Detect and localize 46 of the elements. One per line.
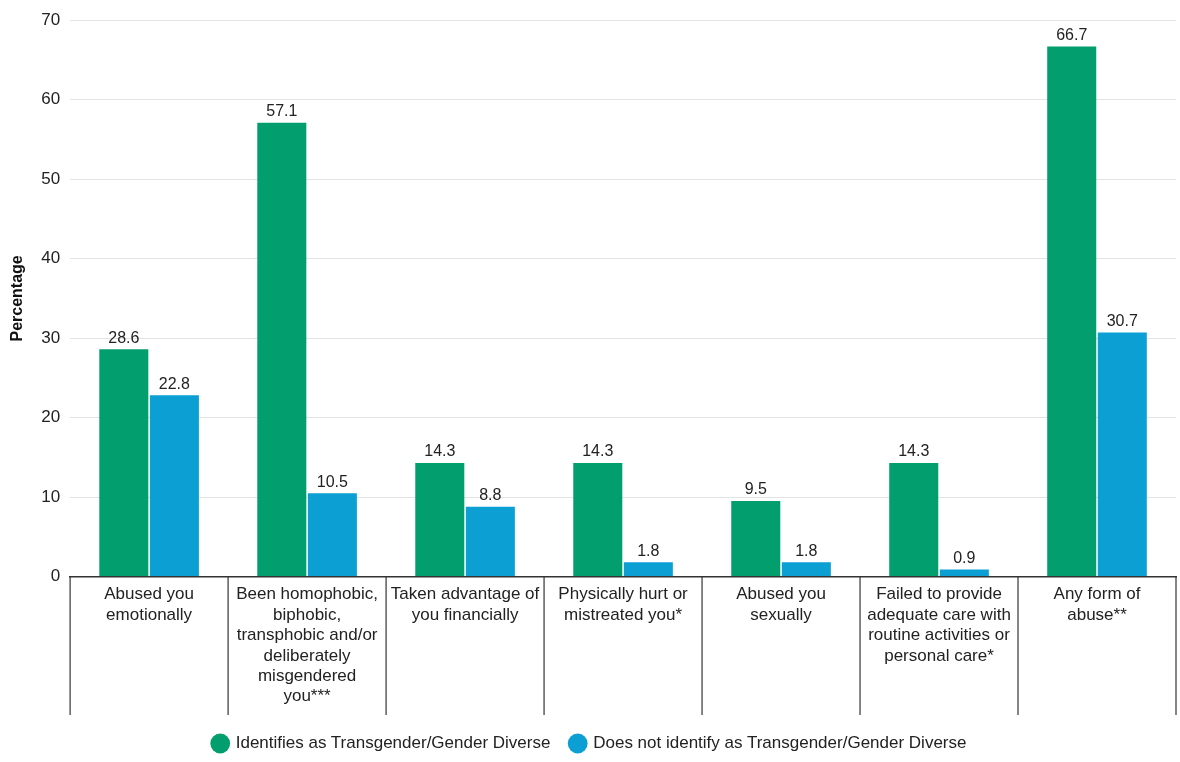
- bar: [1097, 332, 1147, 577]
- bar: [149, 395, 199, 577]
- data-label: 30.7: [1106, 311, 1138, 329]
- y-axis-title: Percentage: [8, 255, 26, 342]
- data-label: 9.5: [744, 480, 767, 498]
- y-tick-label: 40: [41, 248, 61, 268]
- bar: [1047, 46, 1097, 577]
- data-label: 0.9: [953, 548, 976, 566]
- data-label: 14.3: [424, 442, 456, 460]
- x-tick-label: Abused you sexually: [736, 584, 826, 624]
- bar: [939, 569, 989, 577]
- x-tick-label: Taken advantage of you financially: [390, 584, 540, 624]
- data-label: 28.6: [108, 328, 140, 346]
- bar: [731, 501, 781, 577]
- x-tick-label: Physically hurt or mistreated you*: [558, 584, 689, 624]
- y-tick-label: 0: [50, 566, 61, 586]
- y-tick-label: 60: [41, 89, 61, 109]
- data-label: 14.3: [898, 442, 930, 460]
- legend-label: Identifies as Transgender/Gender Diverse: [235, 733, 551, 753]
- data-label: 66.7: [1056, 25, 1088, 43]
- bar: [623, 562, 673, 577]
- y-tick-label: 50: [41, 168, 61, 188]
- x-tick-label: Failed to provide adequate care with routine activities or personal care*: [867, 584, 1011, 665]
- bar: [573, 462, 623, 577]
- y-tick-label: 20: [41, 407, 61, 427]
- y-tick-label: 10: [41, 486, 61, 506]
- legend-label: Does not identify as Transgender/Gender Diverse: [593, 733, 967, 753]
- data-label: 57.1: [266, 102, 298, 120]
- x-tick-label: Abused you emotionally: [104, 584, 194, 624]
- bar: [307, 493, 357, 577]
- y-tick-label: 70: [41, 9, 61, 29]
- bar: [257, 122, 307, 577]
- x-tick-label: Any form of abuse**: [1053, 584, 1141, 624]
- y-tick-label: 30: [41, 327, 61, 347]
- bar: [465, 506, 515, 577]
- data-label: 8.8: [479, 486, 502, 504]
- bar: [889, 462, 939, 577]
- bar: [415, 462, 465, 577]
- bar: [99, 349, 149, 577]
- bar: [781, 562, 831, 577]
- data-label: 22.8: [158, 374, 191, 392]
- x-tick-label: Been homophobic, biphobic, transphobic and/or deliberately misgendered you***: [236, 584, 378, 706]
- data-label: 14.3: [582, 442, 614, 460]
- data-label: 1.8: [795, 541, 818, 559]
- data-label: 10.5: [316, 472, 349, 490]
- data-label: 1.8: [637, 541, 660, 559]
